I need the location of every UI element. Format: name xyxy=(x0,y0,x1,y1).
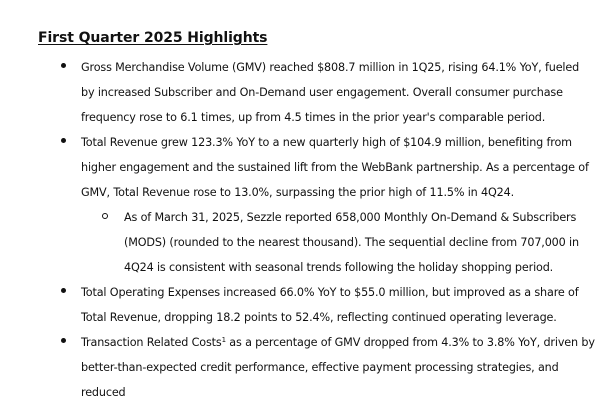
bullet-icon xyxy=(61,338,66,343)
list-item: Total Operating Expenses increased 66.0%… xyxy=(0,280,609,330)
list-item-text-end: as a percentage of GMV dropped from 4.3%… xyxy=(81,336,595,399)
section-heading: First Quarter 2025 Highlights xyxy=(38,30,268,46)
sub-list-item-text: As of March 31, 2025, Sezzle reported 65… xyxy=(124,211,579,274)
list-item: Transaction Related Costs1 as a percenta… xyxy=(0,330,609,405)
list-item-text: Gross Merchandise Volume (GMV) reached $… xyxy=(81,61,580,124)
bullet-icon xyxy=(61,288,66,293)
footnote-marker: 1 xyxy=(221,336,226,344)
bullet-icon xyxy=(61,63,66,68)
list-item-text: Total Revenue grew 123.3% YoY to a new q… xyxy=(81,136,589,199)
list-item-text-start: Transaction Related Costs xyxy=(81,336,222,349)
list-item-text: Total Operating Expenses increased 66.0%… xyxy=(81,286,579,324)
list-item: Total Revenue grew 123.3% YoY to a new q… xyxy=(0,130,609,205)
list-item: Gross Merchandise Volume (GMV) reached $… xyxy=(0,55,609,130)
bullet-icon xyxy=(61,138,66,143)
highlights-list: Gross Merchandise Volume (GMV) reached $… xyxy=(0,55,609,405)
hollow-bullet-icon xyxy=(102,213,108,219)
sub-list-item: As of March 31, 2025, Sezzle reported 65… xyxy=(0,205,609,280)
